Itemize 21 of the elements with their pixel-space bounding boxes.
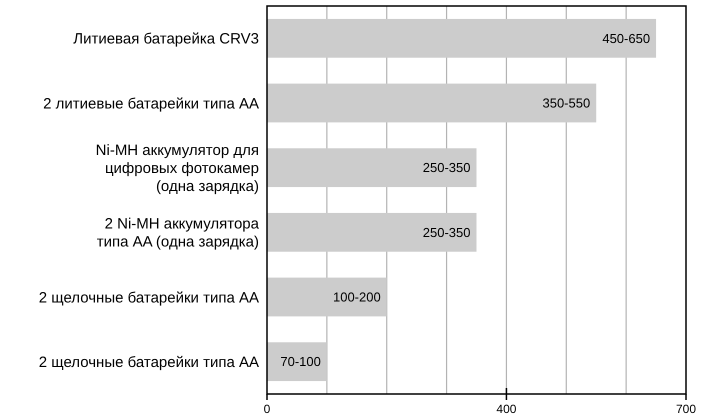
- x-tick-label: 700: [676, 402, 696, 416]
- bar: [267, 342, 327, 382]
- data-label: 450-650: [602, 30, 650, 46]
- bar: [267, 212, 476, 252]
- y-tick-label: 2 щелочные батарейки типа AA: [38, 289, 259, 306]
- y-tick-label: 2 Ni-MH аккумулятора типа AA (одна зарядка): [96, 216, 260, 251]
- data-label: 350-550: [542, 96, 590, 111]
- bar: [267, 148, 476, 188]
- data-label: 70-100: [280, 354, 321, 370]
- data-label: 100-200: [332, 290, 381, 305]
- data-label: 250-350: [422, 160, 470, 176]
- bar: [267, 84, 596, 122]
- y-tick-label: Литиевая батарейка CRV3: [73, 30, 259, 48]
- bar: [267, 278, 387, 316]
- bar: [267, 18, 656, 58]
- y-tick-label: 2 щелочные батарейки типа AA: [38, 354, 259, 371]
- y-tick-label: 2 литиевые батарейки типа AA: [43, 95, 259, 112]
- x-tick-label: 400: [496, 402, 517, 416]
- y-tick-label: Ni-MH аккумулятор для цифровых фотокамер (одна зарядка): [96, 142, 259, 195]
- x-tick-label: 0: [264, 402, 271, 416]
- data-label: 250-350: [422, 224, 470, 240]
